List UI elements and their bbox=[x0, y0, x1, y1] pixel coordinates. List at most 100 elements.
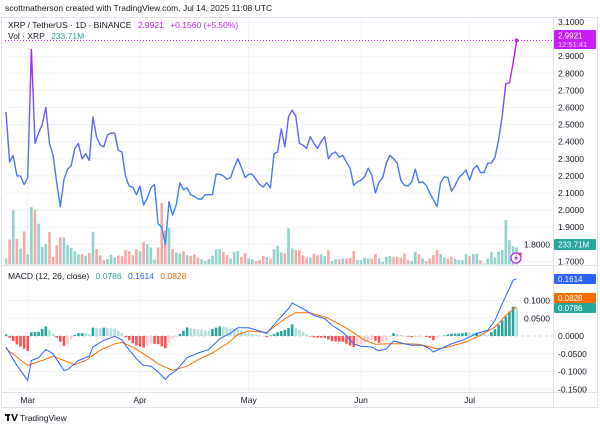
volume-bar bbox=[261, 255, 265, 265]
macd-histogram-value: 0.0786 bbox=[96, 271, 122, 281]
volume-bar bbox=[48, 232, 51, 265]
macd-histogram-bar bbox=[77, 333, 80, 336]
macd-histogram-bar bbox=[193, 328, 196, 336]
macd-histogram-bar bbox=[475, 332, 479, 336]
macd-histogram-bar bbox=[457, 333, 461, 336]
volume-bar bbox=[22, 231, 26, 265]
price-line[interactable] bbox=[5, 40, 518, 245]
macd-histogram-bar bbox=[337, 336, 341, 342]
volume-bar bbox=[131, 255, 135, 265]
macd-histogram-bar bbox=[305, 334, 308, 336]
volume-bar bbox=[479, 260, 482, 265]
macd-axis-label: -0.0500 bbox=[558, 349, 587, 359]
macd-histogram-bar bbox=[164, 336, 167, 349]
macd-histogram-bar bbox=[461, 333, 464, 336]
volume-tag-value: 233.71M bbox=[558, 241, 589, 250]
macd-histogram-bar bbox=[269, 335, 272, 336]
macd-line[interactable] bbox=[5, 278, 517, 382]
volume-bar bbox=[84, 255, 87, 265]
macd-histogram-bar bbox=[250, 333, 254, 336]
macd-histogram-bar bbox=[131, 336, 135, 344]
macd-histogram-bar bbox=[48, 329, 51, 336]
macd-histogram-bar bbox=[442, 335, 446, 336]
volume-bar bbox=[493, 257, 497, 265]
lightning-icon[interactable] bbox=[510, 252, 522, 264]
macd-axis-label: 0.0000 bbox=[558, 331, 584, 341]
macd-histogram-bar bbox=[287, 328, 290, 336]
volume-bar bbox=[399, 257, 403, 265]
volume-bar bbox=[113, 257, 116, 265]
macd-histogram-bar bbox=[377, 336, 381, 343]
volume-bar bbox=[69, 247, 73, 265]
macd-histogram-bar bbox=[356, 336, 359, 346]
symbol-label[interactable]: XRP / TetherUS · 1D · BINANCE bbox=[8, 20, 132, 30]
macd-histogram-bar bbox=[374, 336, 377, 341]
macd-histogram-bar bbox=[272, 333, 276, 336]
macd-histogram-bar bbox=[66, 336, 69, 344]
price-axis-label: 2.5000 bbox=[558, 120, 584, 130]
volume-bar bbox=[156, 247, 160, 265]
volume-bar bbox=[457, 260, 461, 265]
time-axis[interactable]: Mar Apr May Jun Jul bbox=[20, 395, 475, 405]
macd-histogram-bar bbox=[395, 334, 399, 336]
volume-bar bbox=[182, 251, 185, 265]
volume-bar bbox=[222, 251, 225, 265]
macd-histogram-bar bbox=[432, 336, 435, 341]
time-axis-label: May bbox=[241, 395, 258, 405]
volume-bar bbox=[40, 247, 44, 265]
price-axis-label: 1.9000 bbox=[558, 222, 584, 232]
volume-bar bbox=[193, 254, 196, 265]
macd-histogram-bar bbox=[88, 334, 91, 336]
price-axis-label: 2.7000 bbox=[558, 85, 584, 95]
macd-axis[interactable]: 0.1000 0.0500 0.0000 -0.0500 -0.1000 -0.1500 bbox=[524, 296, 587, 395]
macd-histogram-bar bbox=[174, 336, 178, 338]
macd-histogram-bar bbox=[265, 336, 269, 338]
histogram-tag: 0.0786 bbox=[554, 303, 596, 313]
volume-bar bbox=[348, 257, 352, 265]
volume-bar bbox=[341, 258, 345, 265]
volume-bar bbox=[243, 252, 247, 265]
macd-pane[interactable] bbox=[5, 278, 519, 382]
volume-bar bbox=[178, 253, 182, 265]
volume-bar bbox=[312, 253, 316, 265]
macd-histogram-bar bbox=[109, 328, 113, 336]
macd-histogram-bar bbox=[106, 327, 109, 336]
volume-bar bbox=[482, 263, 486, 265]
macd-label[interactable]: MACD (12, 26, close) bbox=[8, 271, 89, 281]
macd-histogram-bar bbox=[51, 333, 55, 336]
volume-bar bbox=[442, 257, 446, 265]
tradingview-logo[interactable]: TradingView bbox=[5, 413, 68, 423]
macd-histogram-bar bbox=[149, 336, 153, 344]
macd-histogram-bar bbox=[490, 332, 493, 336]
volume-bar bbox=[160, 202, 164, 265]
volume-bar bbox=[66, 245, 69, 265]
volume-bar bbox=[145, 244, 149, 265]
volume-label[interactable]: Vol · XRP bbox=[8, 31, 45, 41]
volume-bar bbox=[189, 255, 193, 265]
price-change: +0.1560 (+5.50%) bbox=[170, 20, 238, 30]
volume-bar bbox=[392, 256, 395, 265]
tradingview-logo-icon bbox=[5, 414, 18, 421]
price-axis[interactable]: 3.1000 2.9000 2.8000 2.7000 2.6000 2.5000 2.40… bbox=[524, 17, 584, 266]
macd-histogram-bar bbox=[330, 336, 334, 341]
macd-histogram-bar bbox=[511, 306, 515, 336]
volume-bar bbox=[337, 259, 341, 265]
macd-histogram-bar bbox=[493, 329, 497, 336]
macd-histogram-bar bbox=[298, 330, 301, 336]
macd-histogram-bar bbox=[40, 329, 44, 336]
volume-bar bbox=[174, 252, 178, 265]
macd-histogram-bar bbox=[345, 336, 348, 344]
price-pane[interactable] bbox=[5, 38, 553, 245]
macd-histogram-bar bbox=[229, 328, 232, 336]
macd-axis-label: 0.1000 bbox=[524, 296, 550, 306]
volume-bar bbox=[44, 243, 48, 265]
volume-bar bbox=[504, 220, 508, 265]
macd-histogram-bar bbox=[30, 332, 33, 336]
macd-histogram-bar bbox=[167, 336, 171, 343]
volume-bar bbox=[269, 258, 272, 265]
macd-histogram-bar bbox=[435, 336, 439, 338]
volume-bar bbox=[229, 258, 232, 265]
volume-bar bbox=[98, 255, 102, 265]
volume-bar bbox=[446, 258, 450, 265]
